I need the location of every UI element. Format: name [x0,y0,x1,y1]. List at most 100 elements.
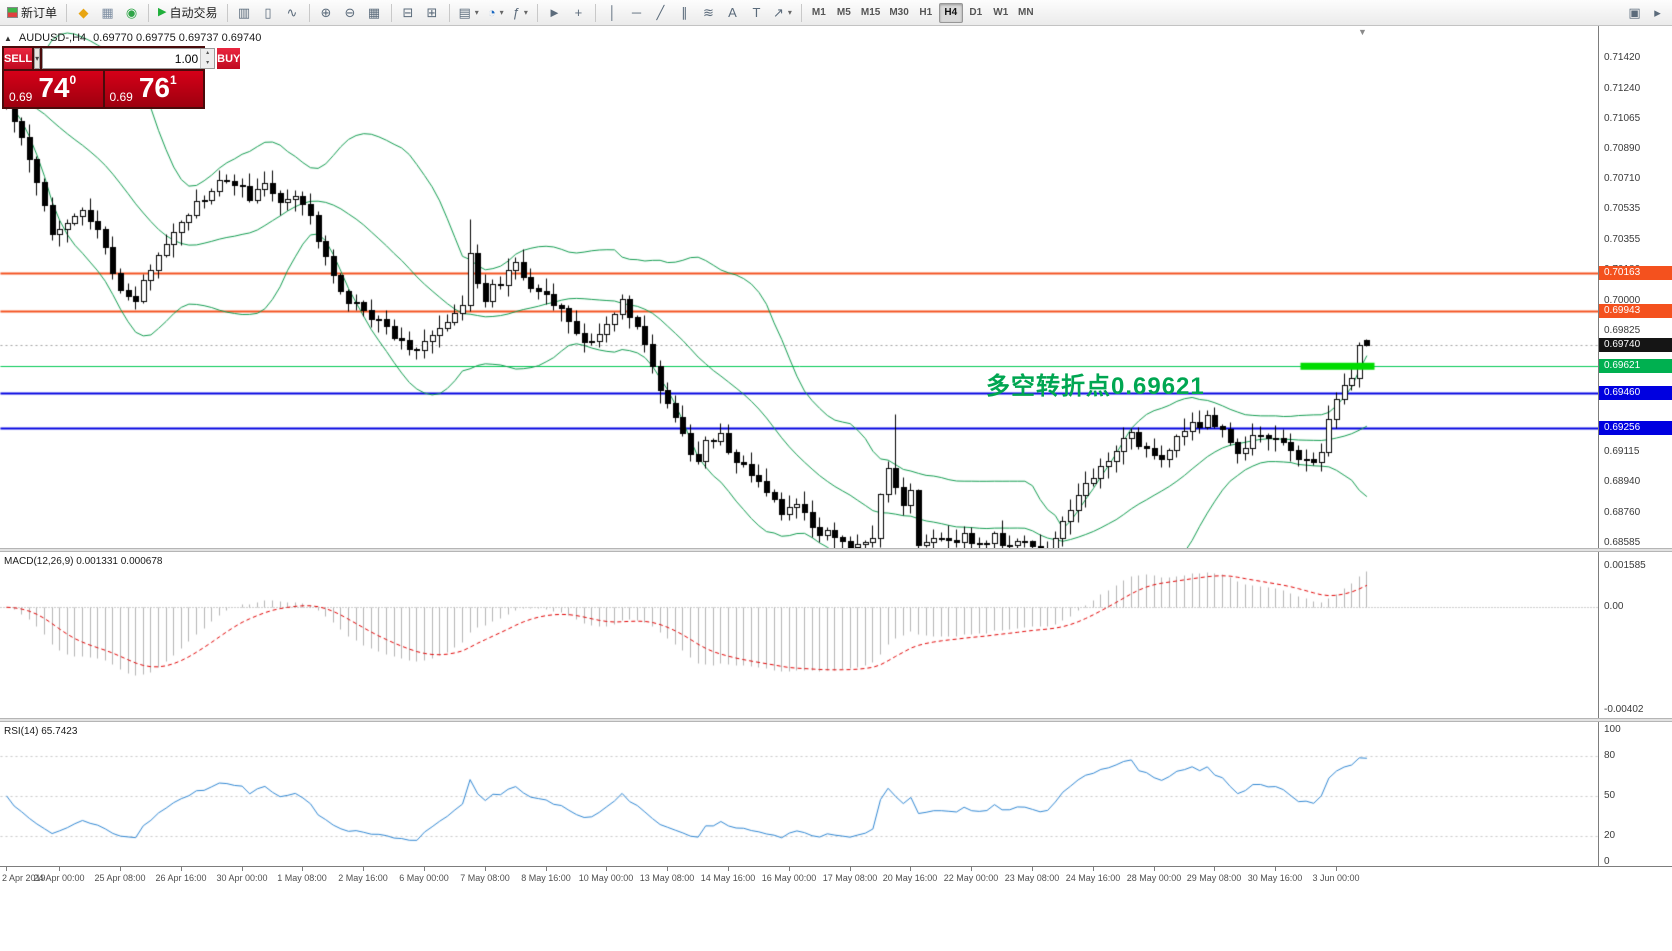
time-axis[interactable]: 2 Apr 2019 24 Apr 00:00 25 Apr 08:00 26 Apr… [0,866,1672,951]
text-label-button[interactable]: T [745,2,768,24]
play-icon: ▶ [158,6,167,18]
time-label: 14 May 16:00 [700,873,756,883]
new-order-button[interactable]: 新订单 [3,2,61,24]
candlestick-chart-button[interactable]: ▯ [257,2,280,24]
time-tick [667,867,668,871]
time-label: 25 Apr 08:00 [94,873,146,883]
new-window-button[interactable]: ▣ [1623,2,1646,24]
charts-menu-button[interactable]: ◆ [72,2,95,24]
text-icon: A [728,5,737,20]
toolbar-overflow-button[interactable]: ▸ [1646,2,1669,24]
arrange-vertical-button[interactable]: ⊞ [421,2,444,24]
time-label: 16 May 00:00 [761,873,817,883]
price-badge: 0.69256 [1599,421,1672,436]
equidistant-channel-button[interactable]: ∥ [673,2,696,24]
new-chart-button[interactable]: ▤ ▾ [455,2,483,24]
bar-chart-button[interactable]: ▥ [233,2,256,24]
timeframe-mn-button[interactable]: MN [1017,7,1034,18]
indicators-button[interactable]: ƒ ▾ [509,2,532,24]
periods-icon: ◔ [487,5,496,20]
macd-label: MACD(12,26,9) 0.001331 0.000678 [4,556,163,567]
buy-price-tile[interactable]: 0.69 76 1 [104,71,203,107]
price-tick-label: 0.68760 [1604,506,1641,518]
arrows-icon: ↗ [772,5,784,20]
zoom-out-button[interactable]: ⊖ [339,2,362,24]
time-label: 23 May 08:00 [1004,873,1060,883]
rsi-chart-canvas[interactable] [0,722,1598,866]
sell-price-tile[interactable]: 0.69 74 0 [4,71,103,107]
time-tick [1032,867,1033,871]
cursor-button[interactable]: ► [543,2,566,24]
panel-separator[interactable] [0,548,1672,552]
time-tick [1093,867,1094,871]
volume-up-button[interactable]: ▴ [201,49,215,59]
zoom-in-button[interactable]: ⊕ [315,2,338,24]
profiles-button[interactable]: ▦ [96,2,119,24]
volume-preset-dropdown[interactable]: ▾ [34,48,41,69]
sell-price-big: 74 [38,72,70,103]
rsi-tick-label: 20 [1604,829,1616,841]
toolbar-separator [226,3,228,22]
text-button[interactable]: A [721,2,744,24]
time-label: 1 May 08:00 [277,873,327,883]
trendline-button[interactable]: ╱ [649,2,672,24]
timeframe-m5-button[interactable]: M5 [836,7,851,18]
price-tick-label: 0.70000 [1604,294,1641,306]
autotrade-button-label: 自动交易 [169,6,218,20]
community-button[interactable]: ◉ [120,2,143,24]
price-tick-label: 0.71420 [1604,51,1641,63]
crosshair-button[interactable]: + [567,2,590,24]
arrows-button[interactable]: ↗ ▾ [769,2,796,24]
profiles-icon: ▦ [101,5,114,20]
toolbar-separator [448,3,450,22]
vertical-line-button[interactable]: │ [601,2,624,24]
time-tick [59,867,60,871]
time-tick [728,867,729,871]
price-tick-label: 0.71065 [1604,112,1641,124]
price-tick-label: 0.69825 [1604,324,1641,336]
tile-windows-icon: ▦ [367,5,381,20]
panel-separator[interactable] [0,718,1672,722]
arrange-horizontal-button[interactable]: ⊟ [397,2,420,24]
toolbar-separator [390,3,392,22]
macd-chart-canvas[interactable] [0,552,1598,718]
fibonacci-button[interactable]: ≋ [697,2,720,24]
tile-windows-button[interactable]: ▦ [363,2,386,24]
timeframe-m15-button[interactable]: M15 [860,7,881,18]
time-tick [546,867,547,871]
timeframe-h4-button[interactable]: H4 [938,2,963,23]
candlestick-chart-canvas[interactable] [0,26,1598,548]
price-badge: 0.69460 [1599,386,1672,401]
buy-button[interactable]: BUY [217,48,241,69]
rsi-axis[interactable]: 100 80 50 20 0 [1598,722,1672,867]
sell-price-pip: 0 [69,73,77,87]
timeframe-h1-button[interactable]: H1 [919,7,933,18]
time-label: 13 May 08:00 [639,873,695,883]
sell-button[interactable]: SELL [4,48,33,69]
time-tick [1154,867,1155,871]
time-label: 17 May 08:00 [822,873,878,883]
time-tick [910,867,911,871]
timeframe-d1-button[interactable]: D1 [969,7,983,18]
price-tick-label: 0.68585 [1604,536,1641,548]
periods-button[interactable]: ◔ ▾ [484,2,508,24]
chart-shift-marker-icon[interactable]: ▼ [1358,27,1367,37]
time-tick [971,867,972,871]
macd-axis[interactable]: 0.001585 0.00 -0.00402 [1598,552,1672,718]
horizontal-line-button[interactable]: ─ [625,2,648,24]
price-badge: 0.69740 [1599,338,1672,353]
timeframe-w1-button[interactable]: W1 [993,7,1009,18]
one-click-collapse-icon[interactable]: ▲ [4,33,12,43]
volume-down-button[interactable]: ▾ [201,58,215,68]
timeframe-m30-button[interactable]: M30 [889,7,909,18]
time-tick [789,867,790,871]
autotrade-button[interactable]: ▶ 自动交易 [154,2,221,24]
price-badge: 0.70163 [1599,265,1672,280]
line-chart-button[interactable]: ∿ [281,2,304,24]
time-label: 2 Apr 2019 [2,873,46,883]
dropdown-caret-icon: ▾ [499,8,504,17]
equidistant-channel-icon: ∥ [681,5,688,20]
volume-input[interactable] [43,49,201,68]
timeframe-m1-button[interactable]: M1 [811,7,826,18]
price-axis[interactable]: 0.71420 0.71240 0.71065 0.70890 0.70710 0.705… [1598,26,1672,548]
